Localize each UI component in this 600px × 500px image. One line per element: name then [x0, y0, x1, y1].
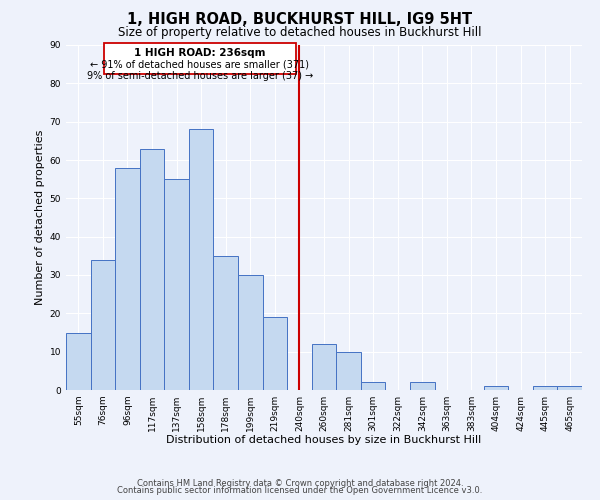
Text: Size of property relative to detached houses in Buckhurst Hill: Size of property relative to detached ho… — [118, 26, 482, 39]
Bar — [238, 275, 263, 390]
Bar — [66, 332, 91, 390]
Bar — [164, 179, 189, 390]
Bar — [533, 386, 557, 390]
Bar — [115, 168, 140, 390]
Bar — [91, 260, 115, 390]
Bar — [214, 256, 238, 390]
Bar — [361, 382, 385, 390]
Bar — [263, 317, 287, 390]
Text: ← 91% of detached houses are smaller (371): ← 91% of detached houses are smaller (37… — [91, 59, 310, 69]
FancyBboxPatch shape — [104, 43, 296, 74]
Bar — [410, 382, 434, 390]
Text: 1, HIGH ROAD, BUCKHURST HILL, IG9 5HT: 1, HIGH ROAD, BUCKHURST HILL, IG9 5HT — [127, 12, 473, 28]
Bar — [312, 344, 336, 390]
Bar — [557, 386, 582, 390]
Bar — [336, 352, 361, 390]
X-axis label: Distribution of detached houses by size in Buckhurst Hill: Distribution of detached houses by size … — [166, 436, 482, 446]
Text: Contains HM Land Registry data © Crown copyright and database right 2024.: Contains HM Land Registry data © Crown c… — [137, 478, 463, 488]
Bar — [189, 130, 214, 390]
Text: 1 HIGH ROAD: 236sqm: 1 HIGH ROAD: 236sqm — [134, 48, 266, 58]
Bar — [140, 148, 164, 390]
Bar — [484, 386, 508, 390]
Y-axis label: Number of detached properties: Number of detached properties — [35, 130, 46, 305]
Text: Contains public sector information licensed under the Open Government Licence v3: Contains public sector information licen… — [118, 486, 482, 495]
Text: 9% of semi-detached houses are larger (37) →: 9% of semi-detached houses are larger (3… — [87, 70, 313, 81]
